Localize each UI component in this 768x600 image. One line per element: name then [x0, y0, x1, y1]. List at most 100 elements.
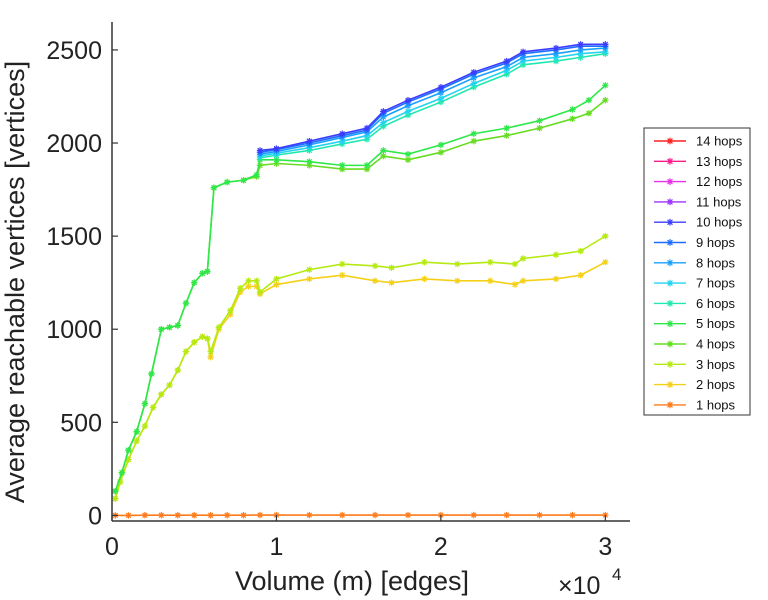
data-point-marker	[602, 97, 609, 104]
data-point-marker	[536, 511, 543, 519]
data-point-marker	[363, 132, 371, 139]
y-tick-label: 2500	[46, 37, 102, 65]
data-point-marker	[388, 279, 395, 286]
data-point-marker	[166, 381, 173, 389]
series-line	[114, 84, 606, 492]
legend-marker	[666, 360, 674, 368]
data-point-marker	[371, 277, 379, 285]
y-tick-label: 1500	[46, 223, 102, 251]
data-point-marker	[117, 478, 124, 486]
data-point-marker	[577, 247, 584, 255]
data-point-marker	[125, 456, 132, 463]
data-point-marker	[339, 511, 346, 519]
data-point-marker	[223, 512, 231, 519]
x-multiplier-exponent: 4	[612, 565, 621, 584]
data-point-marker	[223, 178, 231, 186]
data-point-marker	[536, 117, 543, 124]
legend: 14 hops 13 hops 12 hops 11 hops 10 hops 9 hop…	[643, 127, 751, 416]
data-point-marker	[191, 339, 198, 346]
data-point-marker	[371, 511, 379, 519]
legend-label: 1 hops	[696, 397, 736, 412]
data-point-marker	[253, 277, 260, 285]
legend-item-5-hops: 5 hops	[654, 316, 736, 331]
x-axis-label: Volume (m) [edges]	[235, 566, 469, 596]
data-point-marker	[404, 111, 412, 119]
data-point-marker	[569, 115, 576, 123]
data-point-marker	[273, 281, 280, 288]
series-line	[259, 52, 606, 159]
data-point-marker	[577, 41, 584, 48]
data-point-marker	[470, 137, 477, 145]
legend-marker	[666, 178, 674, 185]
data-point-marker	[240, 512, 247, 519]
data-point-marker	[363, 136, 371, 143]
data-point-marker	[552, 54, 560, 61]
data-point-marker	[256, 147, 264, 154]
legend-label: 11 hops	[696, 194, 742, 209]
data-point-marker	[125, 512, 132, 519]
data-point-marker	[602, 258, 609, 266]
legend-label: 9 hops	[696, 235, 736, 250]
data-point-marker	[148, 370, 155, 378]
data-point-marker	[339, 130, 346, 137]
data-point-marker	[437, 141, 445, 149]
data-point-marker	[199, 333, 206, 340]
legend-label: 3 hops	[696, 357, 736, 372]
data-point-marker	[237, 285, 244, 292]
data-point-marker	[306, 158, 313, 165]
legend-marker	[666, 300, 674, 307]
legend-marker	[666, 381, 674, 388]
data-point-marker	[240, 177, 247, 184]
data-point-marker	[470, 511, 477, 519]
data-point-marker	[149, 404, 157, 411]
data-point-marker	[273, 275, 280, 283]
legend-item-4-hops: 4 hops	[654, 337, 736, 352]
data-point-marker	[191, 512, 198, 519]
data-point-marker	[404, 102, 412, 109]
data-point-marker	[363, 162, 371, 169]
data-point-marker	[306, 275, 313, 283]
data-point-marker	[245, 277, 252, 285]
data-point-marker	[487, 258, 494, 266]
data-point-marker	[207, 353, 214, 361]
data-point-marker	[503, 57, 510, 65]
data-point-marker	[227, 311, 234, 318]
data-point-marker	[166, 324, 173, 331]
series-10-hops	[256, 41, 609, 154]
data-point-marker	[503, 67, 510, 74]
data-point-marker	[404, 156, 412, 163]
x-multiplier-base: ×10	[558, 572, 600, 600]
data-point-marker	[569, 106, 576, 113]
x-tick-label: 0	[105, 533, 119, 561]
data-point-marker	[602, 82, 609, 89]
data-point-marker	[204, 268, 211, 275]
data-point-marker	[437, 95, 445, 102]
legend-item-3-hops: 3 hops	[654, 357, 736, 372]
legend-marker	[666, 320, 674, 328]
data-point-marker	[437, 89, 445, 96]
legend-label: 10 hops	[696, 215, 743, 230]
data-point-marker	[339, 272, 346, 279]
legend-label: 6 hops	[696, 296, 736, 311]
data-point-marker	[602, 232, 609, 240]
series-3-hops	[112, 232, 609, 502]
data-point-marker	[273, 145, 280, 152]
data-point-marker	[421, 258, 428, 266]
legend-label: 14 hops	[696, 134, 743, 149]
y-tick-label: 0	[88, 502, 102, 530]
data-point-marker	[141, 512, 149, 519]
legend-marker	[666, 218, 674, 226]
data-point-marker	[454, 260, 461, 268]
legend-label: 5 hops	[696, 316, 736, 331]
data-point-marker	[118, 469, 126, 476]
data-point-marker	[511, 281, 519, 288]
data-point-marker	[158, 391, 165, 398]
legend-item-10-hops: 10 hops	[654, 215, 743, 230]
data-point-marker	[380, 108, 387, 115]
legend-item-7-hops: 7 hops	[654, 276, 736, 291]
legend-item-12-hops: 12 hops	[654, 174, 743, 189]
series-line	[259, 45, 606, 154]
data-point-marker	[470, 130, 477, 137]
data-point-marker	[404, 511, 412, 519]
